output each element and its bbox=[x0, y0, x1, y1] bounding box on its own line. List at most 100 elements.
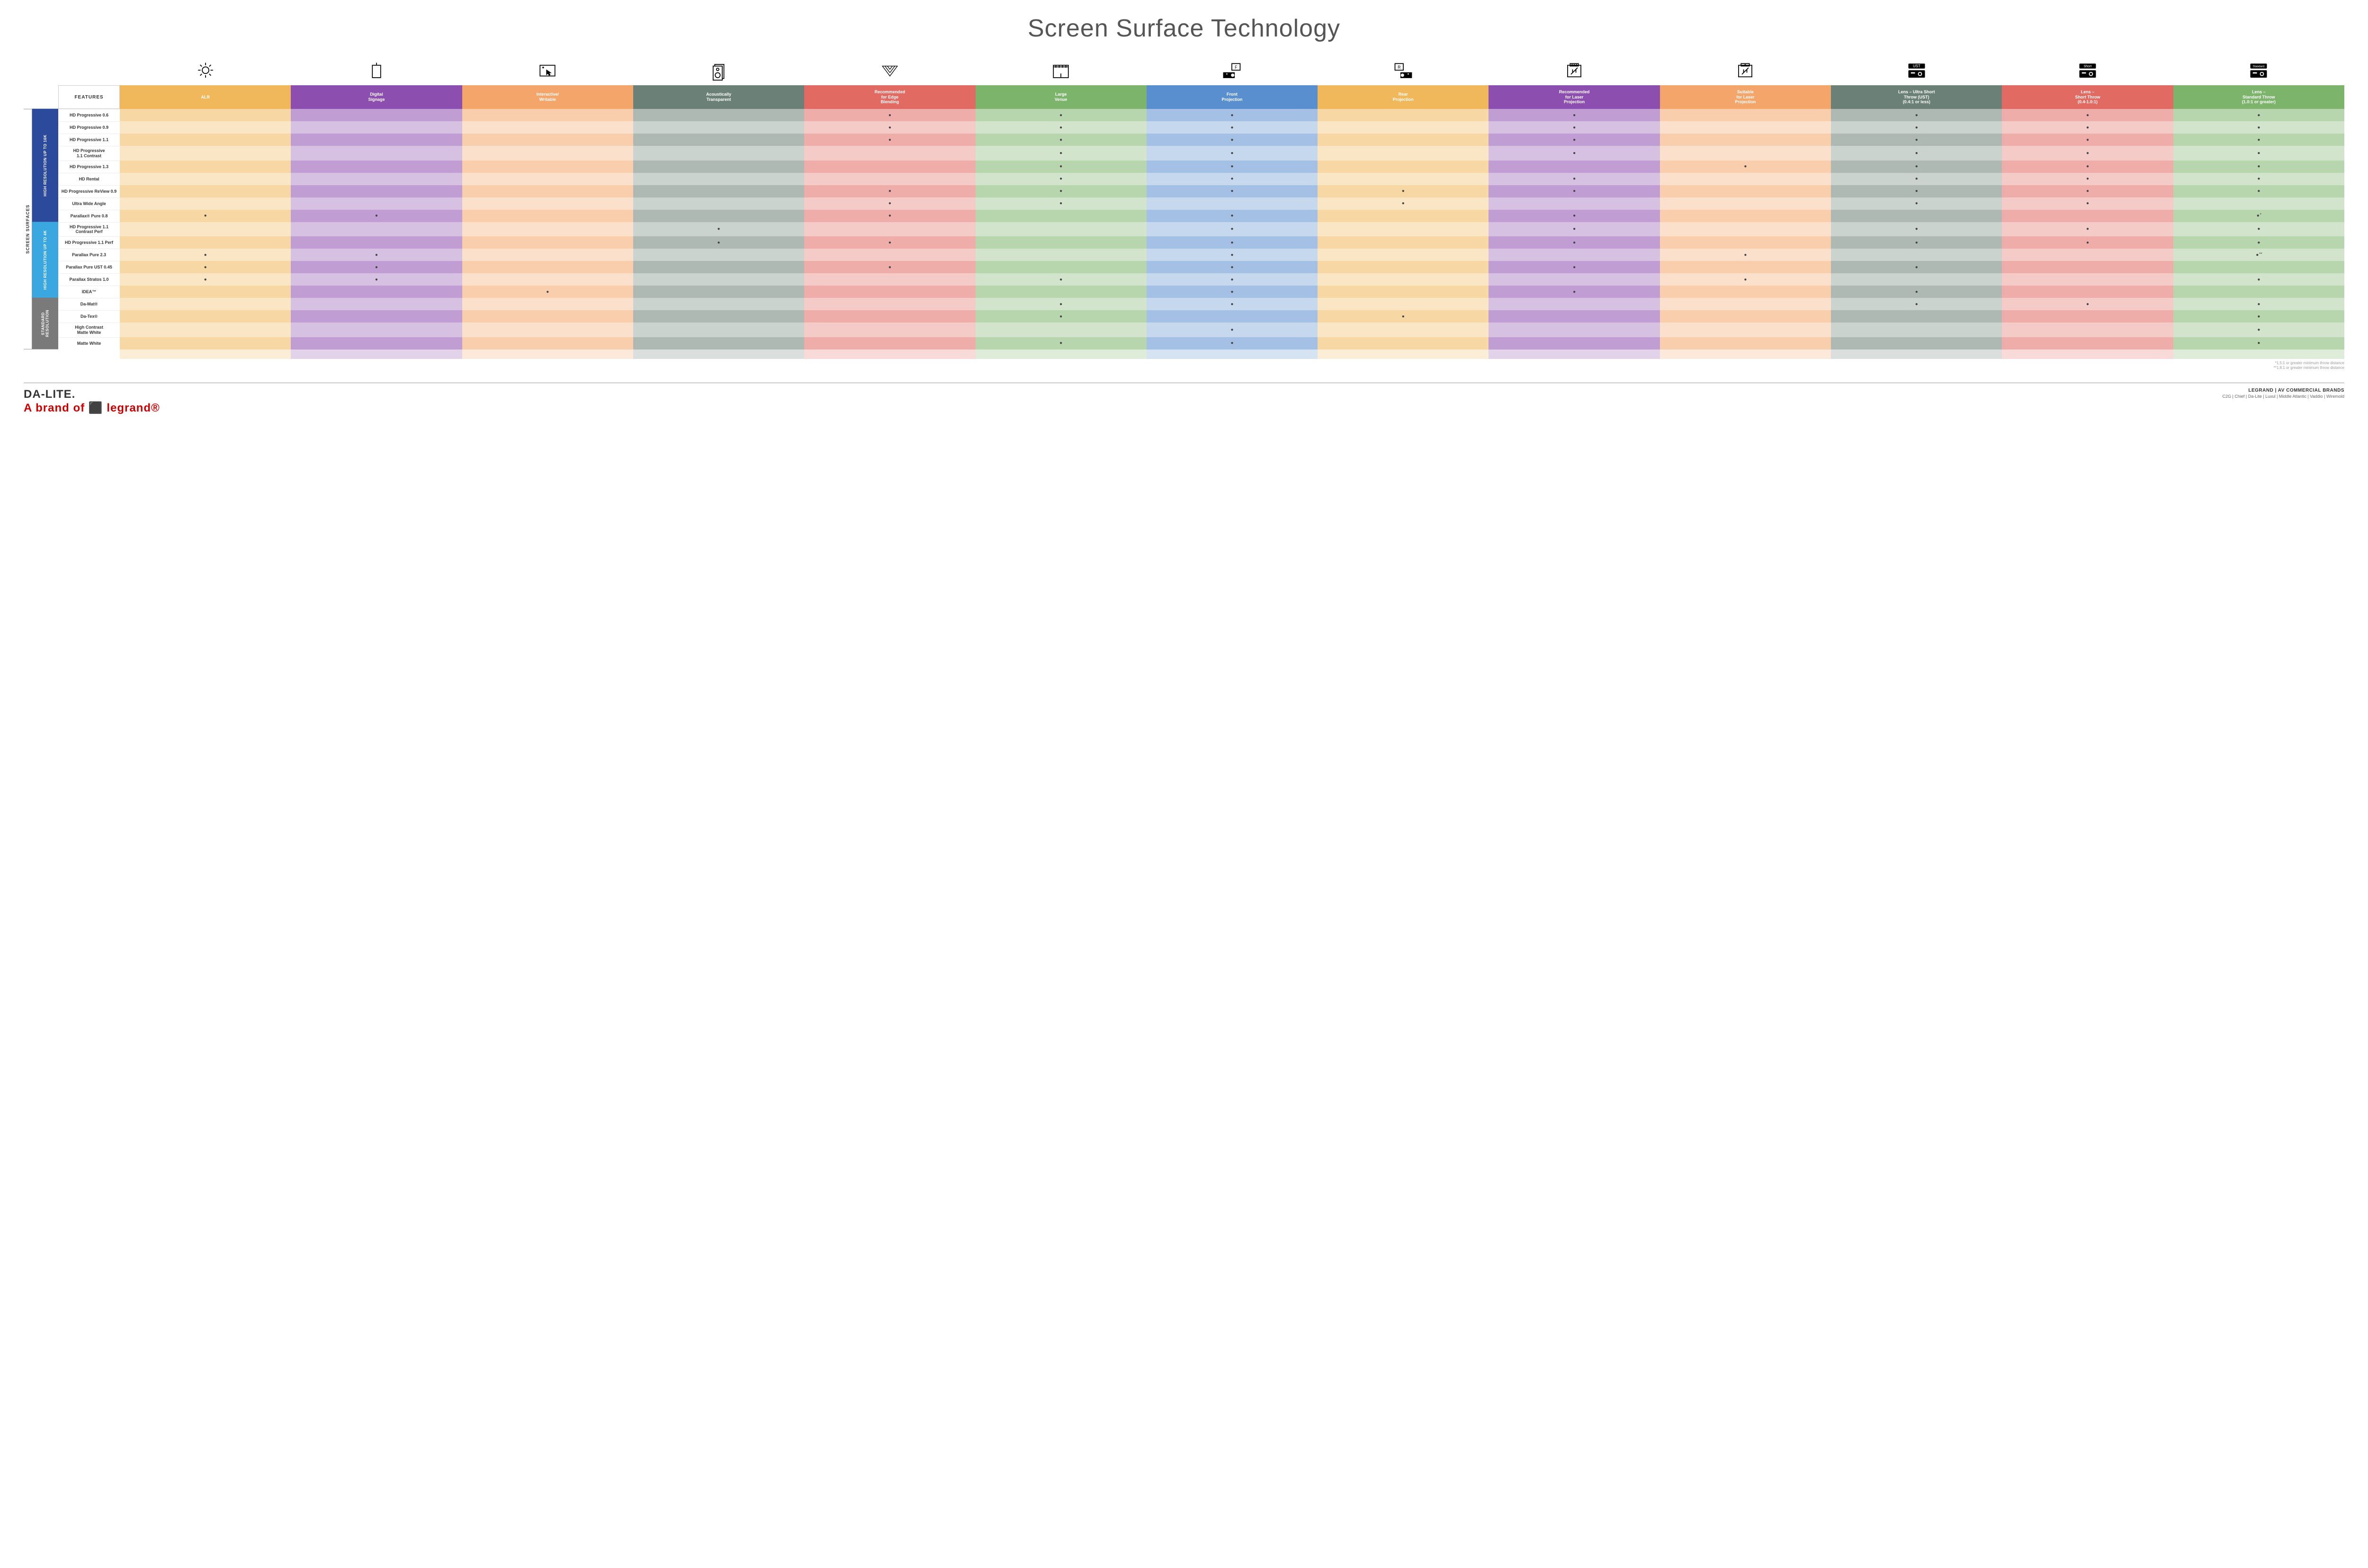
row-label: HD Rental bbox=[58, 173, 120, 185]
cell bbox=[291, 121, 462, 134]
cell bbox=[1147, 236, 1318, 249]
brand-list: LEGRAND | AV COMMERCIAL BRANDS C2G | Chi… bbox=[2223, 388, 2344, 399]
feature-icon-venue bbox=[976, 57, 1147, 85]
svg-text:Standard: Standard bbox=[2253, 65, 2265, 68]
cell bbox=[1147, 161, 1318, 173]
cell bbox=[804, 286, 975, 298]
feature-icon-acoustic bbox=[633, 57, 804, 85]
group-label-g4k: HIGH RESOLUTION UP TO 4K bbox=[32, 222, 58, 298]
cell bbox=[462, 236, 633, 249]
cell bbox=[1318, 146, 1489, 161]
row-label: HD Progressive 1.1 Perf bbox=[58, 236, 120, 249]
row-label: HD Progressive 1.1 bbox=[58, 134, 120, 146]
cell bbox=[120, 298, 291, 310]
cell bbox=[633, 161, 804, 173]
cell bbox=[462, 121, 633, 134]
col-header-alr: ALR bbox=[120, 85, 291, 109]
cell bbox=[1489, 121, 1659, 134]
cell bbox=[2002, 236, 2173, 249]
cell bbox=[120, 261, 291, 273]
cell bbox=[1489, 222, 1659, 237]
cell bbox=[1660, 134, 1831, 146]
cell bbox=[1489, 134, 1659, 146]
cell bbox=[120, 323, 291, 337]
cell bbox=[120, 222, 291, 237]
cell bbox=[804, 273, 975, 286]
cell bbox=[2173, 197, 2344, 210]
cell bbox=[1831, 197, 2002, 210]
cell bbox=[1489, 236, 1659, 249]
cell bbox=[1489, 146, 1659, 161]
side-label-screen-surfaces: SCREEN SURFACES bbox=[24, 109, 32, 349]
cell bbox=[291, 286, 462, 298]
cell bbox=[2002, 173, 2173, 185]
cell bbox=[291, 134, 462, 146]
col-header-ust: Lens – Ultra Short Throw (UST) (0.4:1 or… bbox=[1831, 85, 2002, 109]
cell bbox=[120, 310, 291, 323]
col-header-front: Front Projection bbox=[1147, 85, 1318, 109]
svg-text:F: F bbox=[1235, 65, 1238, 70]
cell bbox=[1147, 323, 1318, 337]
cell bbox=[1660, 261, 1831, 273]
feature-icon-edge bbox=[804, 57, 975, 85]
cell bbox=[1660, 323, 1831, 337]
cell bbox=[462, 298, 633, 310]
cell bbox=[1318, 173, 1489, 185]
cell bbox=[1831, 261, 2002, 273]
cell bbox=[804, 146, 975, 161]
cell bbox=[1318, 210, 1489, 222]
cell bbox=[1660, 146, 1831, 161]
cell bbox=[976, 310, 1147, 323]
row-label: Matte White bbox=[58, 337, 120, 349]
cell bbox=[1831, 134, 2002, 146]
cell bbox=[291, 261, 462, 273]
feature-icon-rear: R bbox=[1318, 57, 1489, 85]
cell bbox=[633, 261, 804, 273]
cell bbox=[1318, 249, 1489, 261]
cell bbox=[1147, 273, 1318, 286]
cell bbox=[2002, 146, 2173, 161]
footer-bar: DA-LITE. A brand of ⬛ legrand® LEGRAND |… bbox=[24, 383, 2344, 415]
comparison-chart: FR★★★★USTShortStandardFEATURESALRDigital… bbox=[24, 57, 2344, 359]
cell bbox=[804, 337, 975, 349]
cell bbox=[1318, 197, 1489, 210]
cell bbox=[1147, 222, 1318, 237]
cell bbox=[804, 121, 975, 134]
cell bbox=[1489, 109, 1659, 121]
cell bbox=[1660, 337, 1831, 349]
cell bbox=[976, 222, 1147, 237]
cell bbox=[633, 286, 804, 298]
row-label: HD Progressive 0.9 bbox=[58, 121, 120, 134]
cell bbox=[1831, 273, 2002, 286]
row-label: Parallax Stratos 1.0 bbox=[58, 273, 120, 286]
cell bbox=[1318, 261, 1489, 273]
cell bbox=[1831, 298, 2002, 310]
col-header-venue: Large Venue bbox=[976, 85, 1147, 109]
cell bbox=[1660, 286, 1831, 298]
cell bbox=[1831, 310, 2002, 323]
col-header-signage: Digital Signage bbox=[291, 85, 462, 109]
row-label: HD Progressive 1.1 Contrast bbox=[58, 146, 120, 161]
cell bbox=[804, 173, 975, 185]
cell bbox=[1489, 249, 1659, 261]
feature-icon-alr bbox=[120, 57, 291, 85]
cell bbox=[633, 109, 804, 121]
cell bbox=[2173, 286, 2344, 298]
cell bbox=[2173, 222, 2344, 237]
cell bbox=[462, 337, 633, 349]
cell bbox=[1831, 146, 2002, 161]
cell bbox=[2002, 185, 2173, 197]
cell bbox=[120, 185, 291, 197]
col-header-std: Lens – Standard Throw (1.0:1 or greater) bbox=[2173, 85, 2344, 109]
cell bbox=[462, 146, 633, 161]
cell bbox=[1831, 286, 2002, 298]
cell bbox=[462, 222, 633, 237]
cell bbox=[1318, 222, 1489, 237]
cell bbox=[1147, 121, 1318, 134]
cell bbox=[120, 249, 291, 261]
cell bbox=[1831, 222, 2002, 237]
cell bbox=[1318, 286, 1489, 298]
svg-text:R: R bbox=[1398, 65, 1400, 70]
cell bbox=[2173, 109, 2344, 121]
cell bbox=[120, 109, 291, 121]
